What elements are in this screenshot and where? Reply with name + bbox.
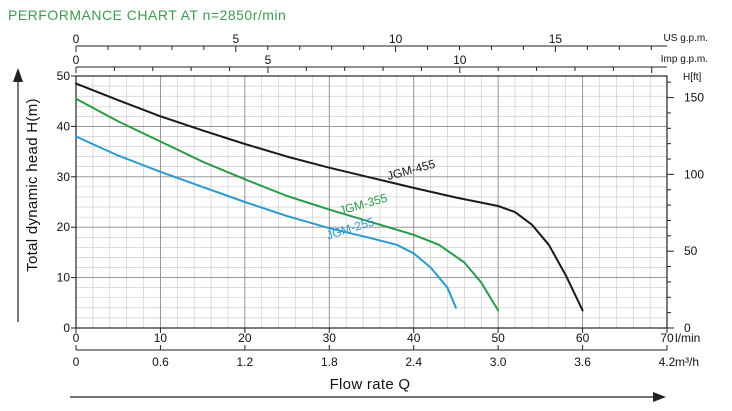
series-line [75,97,500,312]
x-axis-title: Flow rate Q [330,376,411,393]
top-us-tick-label: 5 [232,32,239,46]
x-m3h-tick-label: 0 [73,355,80,369]
x-tick-label: 0 [73,331,80,345]
y-tick-label: 30 [57,170,71,184]
minor-gridlines [76,76,667,328]
x-axis-ticks: 0 10 20 30 40 50 60 70 [73,328,674,345]
x-tick-label: 10 [154,331,168,345]
x-m3h-tick-label: 4.2 [659,355,676,369]
top-imp-unit: Imp g.p.m. [661,54,708,65]
x-m3h-tick-label: 1.8 [321,355,338,369]
chart-title: PERFORMANCE CHART AT n=2850r/min [8,7,286,23]
x-tick-label: 50 [491,331,505,345]
x-axis-m3h-unit: m³/h [675,355,699,369]
y-right-tick-label: 150 [684,91,704,105]
x-axis-m3h-ticks: 0 0.6 1.2 1.8 2.4 3.0 3.6 4.2 [73,345,676,369]
x-m3h-tick-label: 0.6 [152,355,169,369]
y-tick-label: 0 [63,321,70,335]
top-imp-tick-label: 0 [73,53,80,67]
x-tick-label: 40 [407,331,421,345]
plot-frame [75,75,668,329]
y-tick-label: 20 [57,220,71,234]
x-m3h-tick-label: 2.4 [405,355,422,369]
top-us-tick-label: 10 [389,32,403,46]
y-right-tick-label: 100 [684,167,704,181]
x-tick-label: 20 [238,331,252,345]
x-m3h-tick-label: 1.2 [237,355,254,369]
series-line [75,82,584,312]
top-us-tick-label: 0 [73,32,80,46]
top-us-unit: US g.p.m. [664,33,708,44]
y-tick-label: 50 [57,69,71,83]
top-imp-tick-label: 5 [265,53,272,67]
x-arrow-head [653,392,666,402]
y-arrow-head [13,68,23,82]
y-axis-right-unit: H[ft] [683,72,702,83]
series-label: JGM-455 [385,157,437,183]
x-tick-label: 30 [323,331,337,345]
y-right-tick-label: 50 [684,244,698,258]
x-axis-arrow [70,392,666,402]
y-right-tick-label: 0 [684,321,691,335]
x-m3h-tick-label: 3.6 [574,355,591,369]
series-line [75,135,457,309]
series-label: JGM-355 [338,191,390,218]
x-axis-unit: l/min [675,331,700,345]
top-axes: 0 5 10 15 0 5 10 [73,32,667,73]
top-us-tick-label: 15 [549,32,563,46]
y-axis-title: Total dynamic head H(m) [24,98,41,272]
y-axis-arrow [13,68,23,322]
y-axis-left-ticks: 0 10 20 30 40 50 [57,69,76,335]
y-tick-label: 40 [57,119,71,133]
x-m3h-tick-label: 3.0 [490,355,507,369]
y-tick-label: 10 [57,271,71,285]
x-tick-label: 70 [660,331,674,345]
x-tick-label: 60 [576,331,590,345]
y-axis-right-ticks: 0 50 100 150 [667,81,704,335]
top-imp-tick-label: 10 [453,53,467,67]
